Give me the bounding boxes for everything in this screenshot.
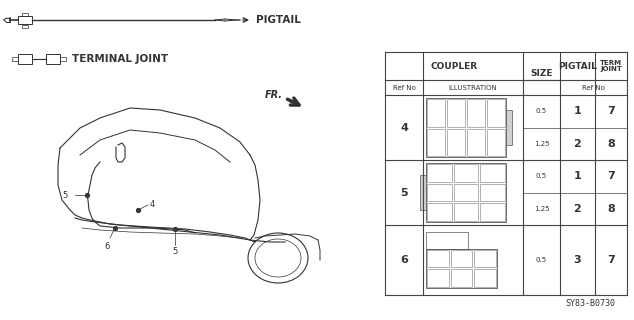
- Text: 5: 5: [400, 188, 408, 197]
- Text: 2: 2: [574, 139, 581, 149]
- Bar: [427, 129, 445, 156]
- Text: Ref No: Ref No: [392, 84, 415, 91]
- Bar: [420, 175, 426, 210]
- Text: PIGTAIL: PIGTAIL: [558, 61, 597, 70]
- Bar: [60, 57, 66, 61]
- Bar: [426, 232, 469, 249]
- Text: 6: 6: [105, 242, 110, 251]
- Bar: [454, 184, 478, 201]
- Text: 8: 8: [607, 139, 615, 149]
- Bar: [481, 203, 505, 221]
- Bar: [467, 129, 485, 156]
- Bar: [427, 99, 445, 126]
- Bar: [447, 99, 465, 126]
- Text: 8: 8: [607, 204, 615, 214]
- Text: TERM
JOINT: TERM JOINT: [600, 60, 622, 72]
- Bar: [427, 269, 448, 287]
- Text: TERMINAL JOINT: TERMINAL JOINT: [72, 54, 168, 64]
- Text: COUPLER: COUPLER: [430, 61, 477, 70]
- Bar: [22, 13, 28, 16]
- Text: SIZE: SIZE: [530, 69, 553, 78]
- Text: 1.25: 1.25: [534, 141, 549, 147]
- Bar: [467, 99, 485, 126]
- Text: 6: 6: [400, 255, 408, 265]
- Bar: [18, 54, 32, 64]
- Bar: [481, 184, 505, 201]
- Text: 1: 1: [574, 106, 581, 116]
- Bar: [451, 250, 472, 268]
- Bar: [426, 163, 506, 222]
- Text: 7: 7: [607, 171, 615, 181]
- Text: SY83-B0730: SY83-B0730: [565, 299, 615, 308]
- Bar: [427, 203, 451, 221]
- Text: 1.25: 1.25: [534, 206, 549, 212]
- Bar: [12, 57, 18, 61]
- Bar: [474, 269, 496, 287]
- Bar: [18, 16, 32, 24]
- Text: 7: 7: [607, 255, 615, 265]
- Text: 2: 2: [574, 204, 581, 214]
- Text: 4: 4: [150, 199, 155, 209]
- Bar: [454, 164, 478, 182]
- Bar: [447, 129, 465, 156]
- Bar: [481, 164, 505, 182]
- Text: FR.: FR.: [265, 90, 283, 100]
- Text: 5: 5: [172, 246, 178, 255]
- Bar: [474, 250, 496, 268]
- Bar: [454, 203, 478, 221]
- Bar: [426, 98, 506, 157]
- Text: 5: 5: [63, 190, 68, 199]
- Text: 1: 1: [574, 171, 581, 181]
- Bar: [46, 54, 60, 64]
- Bar: [426, 249, 496, 288]
- Bar: [427, 164, 451, 182]
- Text: 0.5: 0.5: [536, 173, 547, 179]
- Text: 4: 4: [400, 123, 408, 132]
- Bar: [427, 184, 451, 201]
- Bar: [427, 250, 448, 268]
- Bar: [506, 110, 512, 145]
- Text: ILLUSTRATION: ILLUSTRATION: [449, 84, 498, 91]
- Bar: [487, 129, 505, 156]
- Text: PIGTAIL: PIGTAIL: [256, 15, 301, 25]
- Bar: [487, 99, 505, 126]
- Text: Ref No: Ref No: [582, 84, 605, 91]
- Text: 7: 7: [607, 106, 615, 116]
- Text: 0.5: 0.5: [536, 108, 547, 114]
- Bar: [451, 269, 472, 287]
- Text: 3: 3: [574, 255, 581, 265]
- Text: 0.5: 0.5: [536, 257, 547, 263]
- Bar: [22, 25, 28, 28]
